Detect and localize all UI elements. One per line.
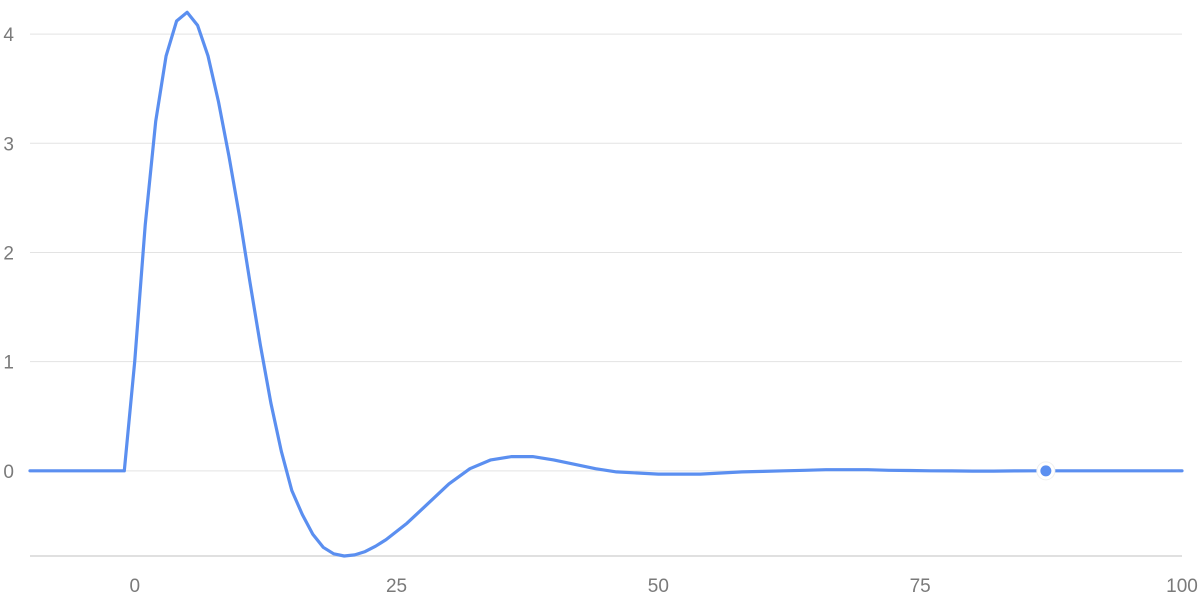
- series-line: [28, 10, 1184, 558]
- y-tick-label: 1: [3, 353, 14, 374]
- y-tick-label: 3: [3, 134, 14, 155]
- y-tick-label: 4: [3, 25, 14, 46]
- grid-lines: [30, 33, 1182, 472]
- marker-layer[interactable]: [1036, 461, 1056, 481]
- x-tick-label: 100: [1166, 576, 1198, 597]
- x-tick-labels: 0 25 50 75 100: [129, 576, 1197, 597]
- y-tick-label: 2: [3, 243, 14, 264]
- series-layer: [28, 10, 1184, 558]
- x-tick-label: 75: [910, 576, 931, 597]
- y-tick-label: 0: [3, 462, 14, 483]
- hover-point[interactable]: [1040, 465, 1052, 477]
- x-tick-label: 50: [648, 576, 669, 597]
- x-tick-label: 25: [386, 576, 407, 597]
- x-tick-label: 0: [129, 576, 140, 597]
- y-tick-labels: 0 1 2 3 4: [3, 25, 14, 483]
